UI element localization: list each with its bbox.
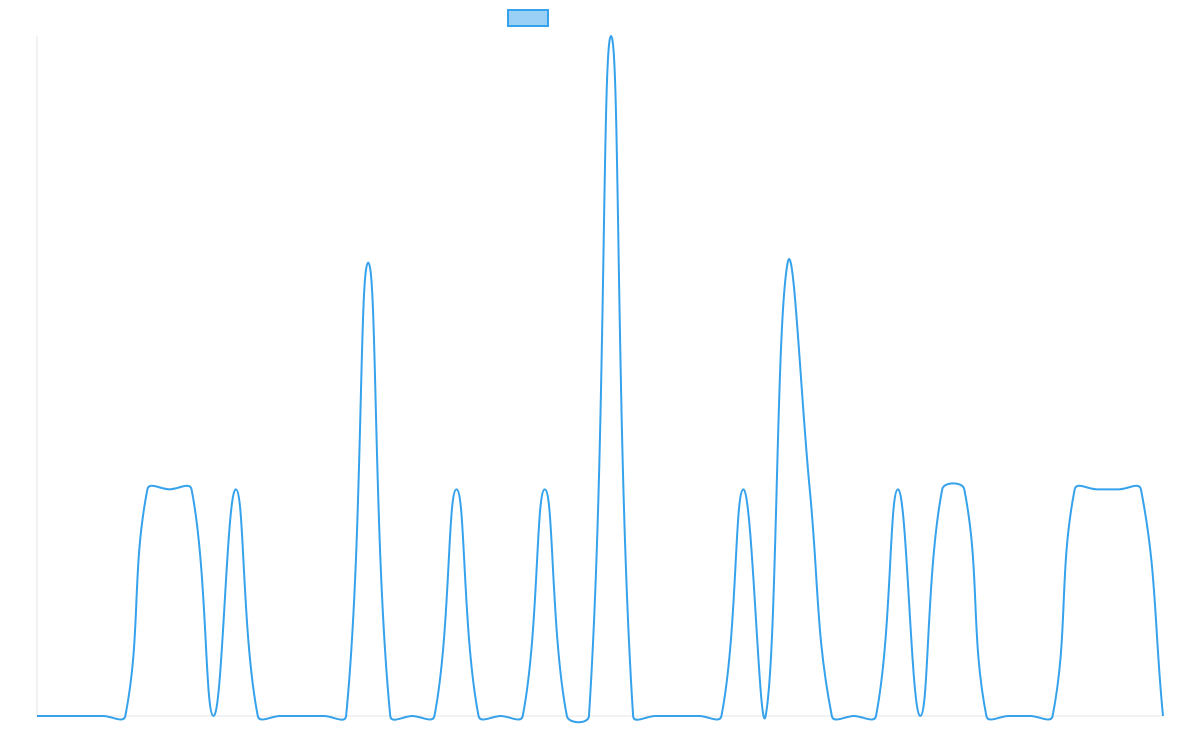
legend-swatch	[507, 9, 549, 27]
line	[37, 34, 1164, 724]
